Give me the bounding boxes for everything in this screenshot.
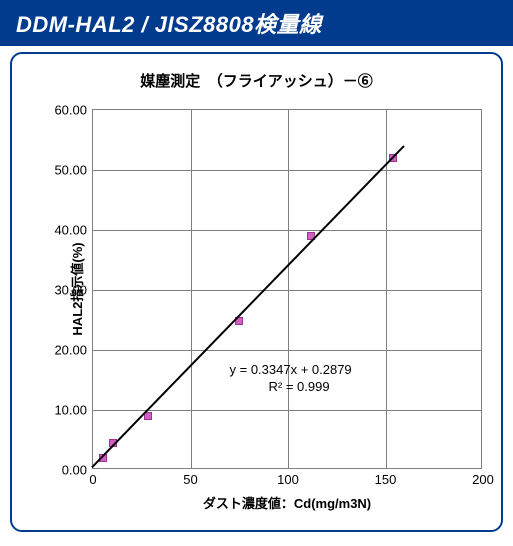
grid-v: [191, 110, 192, 468]
data-point: [99, 454, 107, 462]
grid-v: [386, 110, 387, 468]
x-axis-label: ダスト濃度値：Cd(mg/m3N): [203, 493, 371, 512]
y-tick: 40.00: [54, 223, 87, 238]
header-bar: DDM-HAL2 / JISZ8808検量線: [0, 0, 513, 46]
card: DDM-HAL2 / JISZ8808検量線 媒塵測定 （フライアッシュ）－⑥ …: [0, 0, 513, 546]
y-axis-label: HAL2指示値(%): [67, 242, 86, 335]
y-tick: 60.00: [54, 103, 87, 118]
y-tick: 50.00: [54, 163, 87, 178]
x-tick: 100: [277, 472, 299, 487]
x-tick: 200: [472, 472, 494, 487]
data-point: [144, 412, 152, 420]
y-tick: 20.00: [54, 343, 87, 358]
plot-area: 0501001502000.0010.0020.0030.0040.0050.0…: [92, 109, 482, 469]
data-point: [109, 439, 117, 447]
r2-text: R² = 0.999: [269, 379, 330, 394]
grid-h: [93, 230, 481, 231]
y-tick: 0.00: [62, 463, 87, 478]
chart-title: 媒塵測定 （フライアッシュ）－⑥: [12, 54, 501, 95]
x-tick: 150: [375, 472, 397, 487]
data-point: [389, 154, 397, 162]
data-point: [235, 317, 243, 325]
grid-h: [93, 350, 481, 351]
data-point: [307, 232, 315, 240]
x-tick: 50: [183, 472, 197, 487]
y-tick: 10.00: [54, 403, 87, 418]
grid-h: [93, 170, 481, 171]
equation-text: y = 0.3347x + 0.2879: [230, 362, 352, 377]
grid-h: [93, 410, 481, 411]
grid-h: [93, 290, 481, 291]
grid-v: [288, 110, 289, 468]
x-tick: 0: [89, 472, 96, 487]
chart-panel: 媒塵測定 （フライアッシュ）－⑥ 0501001502000.0010.0020…: [10, 52, 503, 532]
header-title: DDM-HAL2 / JISZ8808検量線: [16, 7, 322, 39]
